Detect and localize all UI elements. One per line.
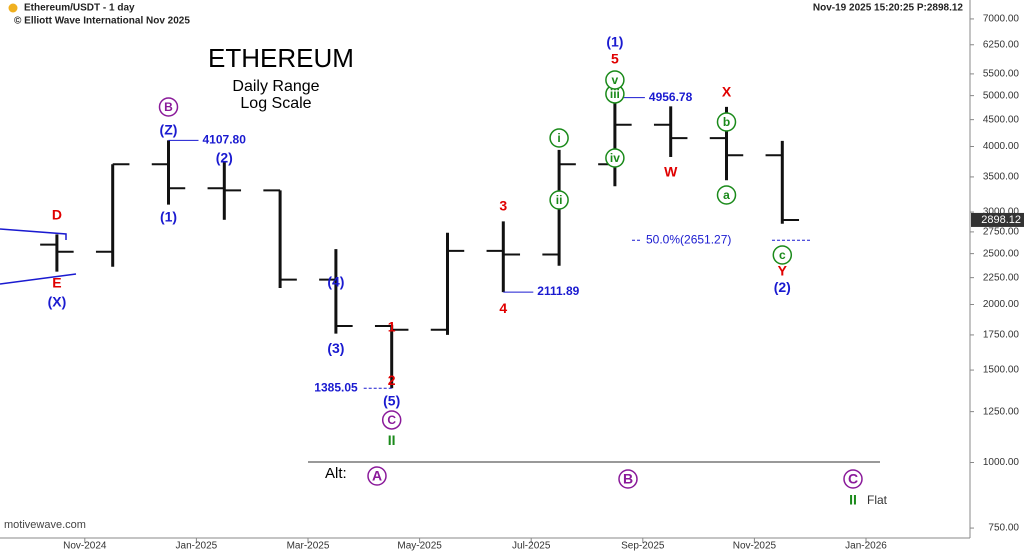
wave-circle: [772, 245, 793, 265]
alt-wave: A: [372, 468, 382, 484]
wave-label: B: [164, 100, 173, 114]
wave-label: (5): [383, 393, 400, 409]
y-tick-label: 1000.00: [983, 457, 1020, 468]
x-tick-label: Mar-2025: [287, 541, 330, 551]
wave-label: 4: [499, 300, 507, 316]
footer: motivewave.com: [4, 519, 86, 531]
y-tick-label: 3000.00: [983, 207, 1020, 218]
wave-label: (1): [160, 209, 177, 225]
y-tick-label: 2250.00: [983, 272, 1020, 283]
alt-circle: [367, 466, 387, 486]
y-tick-label: 7000.00: [983, 14, 1020, 25]
last-price-tag: [971, 212, 1024, 227]
wave-label: (Z): [160, 122, 178, 138]
wave-label: E: [52, 275, 61, 291]
x-tick-label: Nov-2024: [63, 541, 107, 551]
wave-label: 1: [388, 319, 396, 335]
wave-label: iii: [610, 87, 620, 101]
wave-label: II: [388, 432, 396, 448]
y-tick-label: 4000.00: [983, 141, 1020, 152]
wave-label: ii: [556, 193, 563, 207]
wave-label: (2): [774, 279, 791, 295]
wave-circle: [549, 190, 569, 210]
y-tick-label: 1750.00: [983, 330, 1020, 341]
y-tick-label: 6250.00: [983, 39, 1020, 50]
y-tick-label: 1250.00: [983, 406, 1020, 417]
y-tick-label: 1500.00: [983, 365, 1020, 376]
wave-label: W: [664, 164, 678, 180]
retracement-label-bg: [640, 233, 772, 246]
last-price-label: 2898.12: [981, 214, 1021, 226]
level-label: 2111.89: [537, 284, 579, 298]
alt-label: Alt:: [325, 465, 347, 482]
x-tick-label: May-2025: [397, 541, 442, 551]
wave-label: v: [612, 73, 619, 87]
wave-circle: [381, 410, 402, 430]
x-tick-label: Sep-2025: [621, 541, 665, 551]
subtitle: Daily Range: [232, 78, 319, 95]
wave-circle: [716, 112, 737, 132]
alt-wave: B: [623, 471, 633, 487]
x-tick-label: Jul-2025: [512, 541, 551, 551]
wave-label: c: [779, 248, 786, 262]
alt-circle: [618, 469, 638, 489]
wave-label: 5: [611, 51, 619, 67]
wave-circle: [716, 185, 737, 205]
alt-circle: [843, 469, 863, 489]
level-label: 1385.05: [314, 380, 358, 394]
triangle-line: [0, 228, 67, 240]
alt-degree: II: [849, 492, 857, 508]
wave-label: 3: [499, 198, 507, 214]
alt-note: Flat: [867, 493, 888, 507]
level-label: 4107.80: [203, 133, 247, 147]
x-tick-label: Jan-2025: [176, 541, 218, 551]
wave-circle: [158, 97, 179, 117]
y-tick-label: 4500.00: [983, 114, 1020, 125]
alt-wave: C: [848, 471, 858, 487]
wave-label: (4): [327, 274, 344, 290]
wave-label: (X): [48, 294, 67, 310]
copyright: © Elliott Wave International Nov 2025: [14, 16, 190, 27]
y-tick-label: 5500.00: [983, 69, 1020, 80]
chart-title: ETHEREUM: [208, 43, 354, 73]
retracement-label: 50.0%(2651.27): [646, 232, 731, 246]
y-tick-label: 2000.00: [983, 299, 1020, 310]
wave-circle: [605, 148, 625, 168]
y-tick-label: 750.00: [988, 523, 1019, 534]
symbol: Ethereum/USDT - 1 day: [24, 3, 135, 14]
wave-label: (1): [606, 34, 623, 50]
y-tick-label: 2750.00: [983, 227, 1020, 238]
wave-label: C: [387, 413, 396, 427]
wave-label: X: [722, 84, 732, 100]
y-tick-label: 2500.00: [983, 248, 1020, 259]
wave-label: b: [723, 115, 730, 129]
wave-label: iv: [610, 151, 620, 165]
x-tick-label: Jan-2026: [845, 541, 887, 551]
wave-label: 2: [388, 372, 396, 388]
y-tick-label: 3500.00: [983, 172, 1020, 183]
x-tick-label: Nov-2025: [733, 541, 777, 551]
wave-label: D: [52, 207, 62, 223]
wave-label: a: [723, 188, 730, 202]
wave-label: Y: [778, 263, 788, 279]
wave-label: (3): [327, 340, 344, 356]
wave-circle: [549, 128, 569, 148]
wave-label: i: [557, 131, 560, 145]
wave-label: (2): [216, 150, 233, 166]
wave-circle: [605, 70, 625, 90]
status-dot: [8, 3, 18, 13]
scale-note: Log Scale: [240, 95, 311, 112]
level-label: 4956.78: [649, 90, 693, 104]
y-tick-label: 5000.00: [983, 90, 1020, 101]
triangle-line: [0, 273, 77, 285]
status: Nov-19 2025 15:20:25 P:2898.12: [813, 3, 964, 14]
